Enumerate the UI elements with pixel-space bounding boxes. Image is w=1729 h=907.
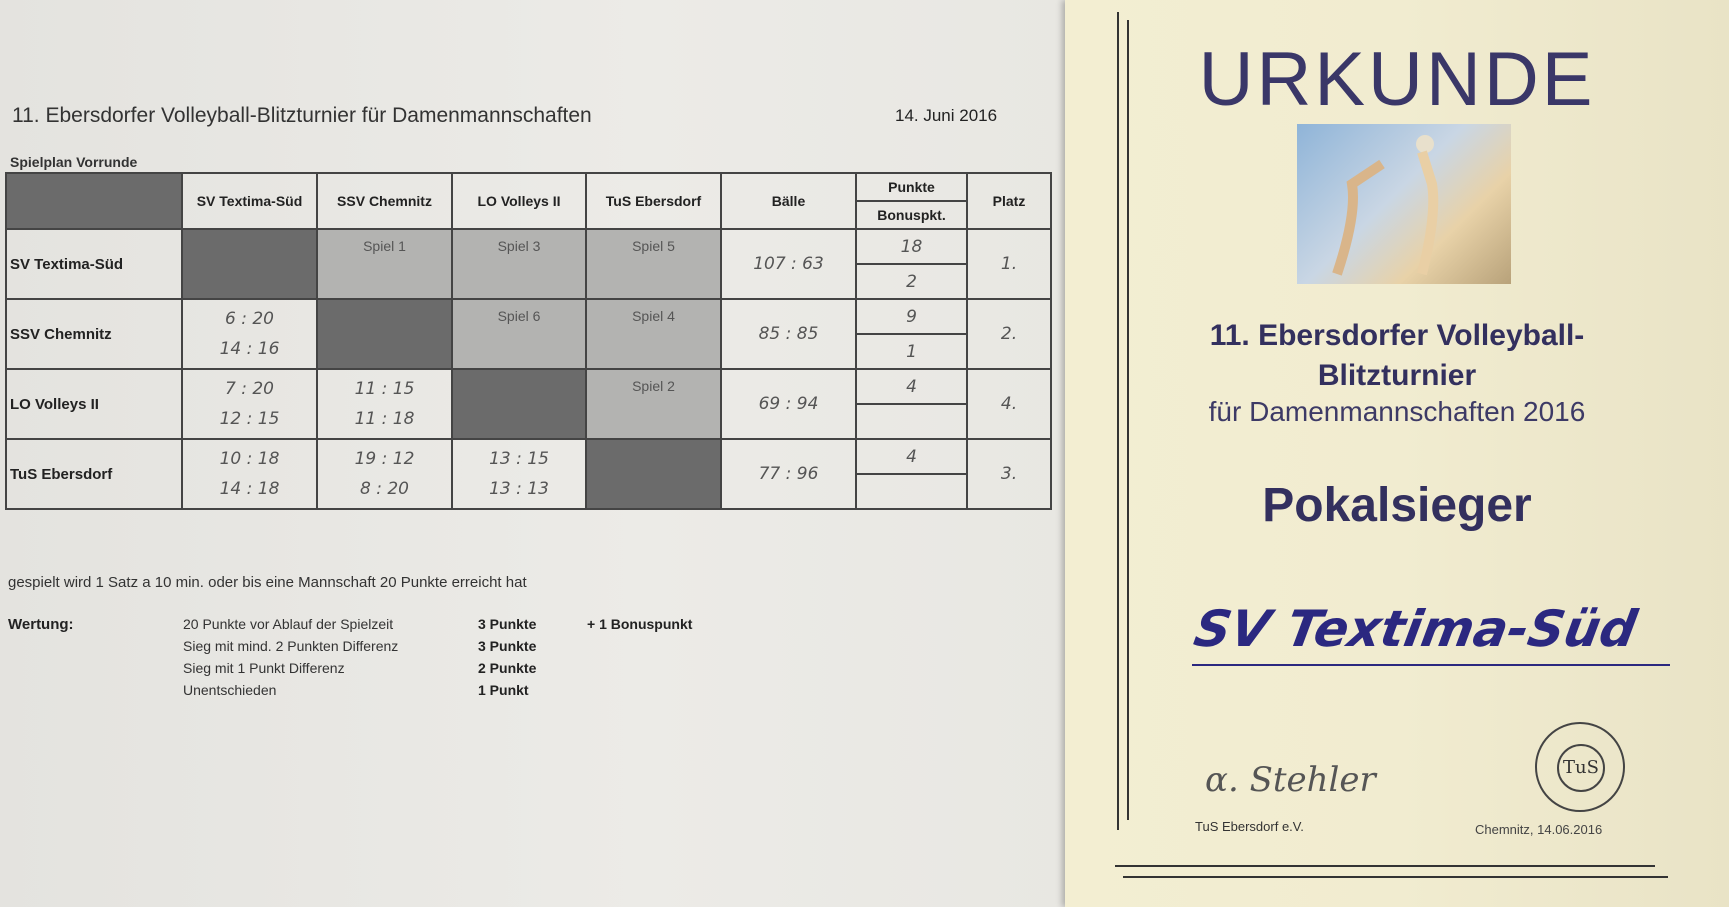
certificate-heading: URKUNDE xyxy=(1198,37,1596,122)
bonus-header: Bonuspkt. xyxy=(877,207,946,223)
match-cell: Spiel 1 xyxy=(316,228,453,300)
game-label: Spiel 5 xyxy=(632,238,675,254)
place-cell: 2. xyxy=(966,298,1052,370)
points-cell: 4 xyxy=(855,438,968,510)
place-cell: 1. xyxy=(966,228,1052,300)
match-cell: Spiel 4 xyxy=(585,298,722,370)
set-scores: 11 : 15 11 : 18 xyxy=(354,379,415,429)
score-cell: 10 : 18 14 : 18 xyxy=(181,438,318,510)
place-date: Chemnitz, 14.06.2016 xyxy=(1475,822,1603,837)
rules-note: gespielt wird 1 Satz a 10 min. oder bis … xyxy=(8,574,527,591)
volleyball-illustration xyxy=(1297,124,1511,284)
score-cell: 6 : 20 14 : 16 xyxy=(181,298,318,370)
scoring-rule: 20 Punkte vor Ablauf der Spielzeit xyxy=(183,616,394,632)
balls-cell: 69 : 94 xyxy=(720,368,857,440)
game-label: Spiel 6 xyxy=(497,308,541,324)
score-cell: 7 : 20 12 : 15 xyxy=(181,368,318,440)
col-header: TuS Ebersdorf xyxy=(585,172,722,230)
scoring-rule: Sieg mit mind. 2 Punkten Differenz xyxy=(183,638,399,654)
points-value: 18 xyxy=(857,230,966,265)
col-header-points: Punkte Bonuspkt. xyxy=(855,172,968,230)
tournament-title: 11. Ebersdorfer Volleyball-Blitzturnier … xyxy=(12,104,592,127)
set-scores: 6 : 20 14 : 16 xyxy=(219,309,280,359)
points-cell: 4 xyxy=(855,368,968,440)
line1: 11. Ebersdorfer Volleyball- xyxy=(1209,319,1585,352)
balls-cell: 107 : 63 xyxy=(720,228,857,300)
team-row: LO Volleys II 7 : 20 12 : 15 11 : 15 11 : … xyxy=(5,368,1052,440)
game-label: Spiel 2 xyxy=(632,378,675,394)
match-cell: Spiel 5 xyxy=(585,228,722,300)
team-row: SSV Chemnitz 6 : 20 14 : 16 Spiel 6 Spiel 4… xyxy=(5,298,1052,370)
match-cell: Spiel 2 xyxy=(585,368,722,440)
bonus-value: 2 xyxy=(906,271,917,292)
points-cell: 18 2 xyxy=(855,228,968,300)
signature-org: TuS Ebersdorf e.V. xyxy=(1195,819,1304,834)
scoring-points: 3 Punkte xyxy=(478,616,537,632)
self-match-cell xyxy=(451,368,587,440)
bonus-value xyxy=(857,405,966,438)
self-match-cell xyxy=(316,298,453,370)
col-header: SSV Chemnitz xyxy=(316,172,453,230)
score-cell: 13 : 15 13 : 13 xyxy=(451,438,587,510)
scoring-rule: Unentschieden xyxy=(183,682,277,698)
winner-name: SV Textima-Süd xyxy=(1189,600,1642,658)
corner-cell xyxy=(5,172,183,230)
match-cell: Spiel 3 xyxy=(451,228,587,300)
col-header-balls: Bälle xyxy=(720,172,857,230)
schedule-subtitle: Spielplan Vorrunde xyxy=(10,154,138,170)
place-cell: 4. xyxy=(966,368,1052,440)
set-scores: 19 : 12 8 : 20 xyxy=(354,449,415,499)
certificate: URKUNDE 11. Ebersdorfer Volleyball- Blitz… xyxy=(1065,0,1729,907)
points-value: 4 xyxy=(857,440,966,475)
scoring-points: 1 Punkt xyxy=(478,682,529,698)
schedule-sheet: 11. Ebersdorfer Volleyball-Blitzturnier … xyxy=(0,0,1075,907)
self-match-cell xyxy=(181,228,318,300)
certificate-line1: 11. Ebersdorfer Volleyball- Blitzturnier xyxy=(1065,316,1729,396)
bonus-value: 1 xyxy=(906,341,917,362)
signature: ɑ. Stehler xyxy=(1205,760,1376,800)
team-row: SV Textima-Süd Spiel 1 Spiel 3 Spiel 5 107 :… xyxy=(5,228,1052,300)
certificate-line3: für Damenmannschaften 2016 xyxy=(1208,396,1586,427)
set-scores: 7 : 20 12 : 15 xyxy=(219,379,280,429)
team-name: SSV Chemnitz xyxy=(5,298,183,370)
points-header: Punkte xyxy=(857,174,966,202)
club-seal: TuS xyxy=(1535,722,1625,812)
points-value: 4 xyxy=(857,370,966,405)
results-table: SV Textima-Süd SSV Chemnitz LO Volleys I… xyxy=(5,172,1052,510)
header-row: SV Textima-Süd SSV Chemnitz LO Volleys I… xyxy=(5,172,1052,230)
set-scores: 13 : 15 13 : 13 xyxy=(489,449,549,499)
col-header: SV Textima-Süd xyxy=(181,172,318,230)
team-name: LO Volleys II xyxy=(5,368,183,440)
scoring-points: 2 Punkte xyxy=(478,660,537,676)
match-cell: Spiel 6 xyxy=(451,298,587,370)
tournament-date: 14. Juni 2016 xyxy=(895,106,998,125)
score-cell: 11 : 15 11 : 18 xyxy=(316,368,453,440)
team-name: TuS Ebersdorf xyxy=(5,438,183,510)
scoring-points: 3 Punkte xyxy=(478,638,537,654)
col-header-place: Platz xyxy=(966,172,1052,230)
game-label: Spiel 1 xyxy=(363,238,406,254)
line2: Blitzturnier xyxy=(1317,359,1477,392)
scoring-rule: Sieg mit 1 Punkt Differenz xyxy=(183,660,345,676)
scoring-extra: + 1 Bonuspunkt xyxy=(587,616,693,632)
points-value: 9 xyxy=(857,300,966,335)
place-cell: 3. xyxy=(966,438,1052,510)
self-match-cell xyxy=(585,438,722,510)
col-header: LO Volleys II xyxy=(451,172,587,230)
team-name: SV Textima-Süd xyxy=(5,228,183,300)
bonus-value xyxy=(857,475,966,508)
award-title: Pokalsieger xyxy=(1262,479,1532,532)
balls-cell: 85 : 85 xyxy=(720,298,857,370)
game-label: Spiel 4 xyxy=(632,308,675,324)
score-cell: 19 : 12 8 : 20 xyxy=(316,438,453,510)
scoring-label: Wertung: xyxy=(8,616,74,633)
team-row: TuS Ebersdorf 10 : 18 14 : 18 19 : 12 8 : … xyxy=(5,438,1052,510)
game-label: Spiel 3 xyxy=(497,238,541,254)
balls-cell: 77 : 96 xyxy=(720,438,857,510)
set-scores: 10 : 18 14 : 18 xyxy=(219,449,280,499)
